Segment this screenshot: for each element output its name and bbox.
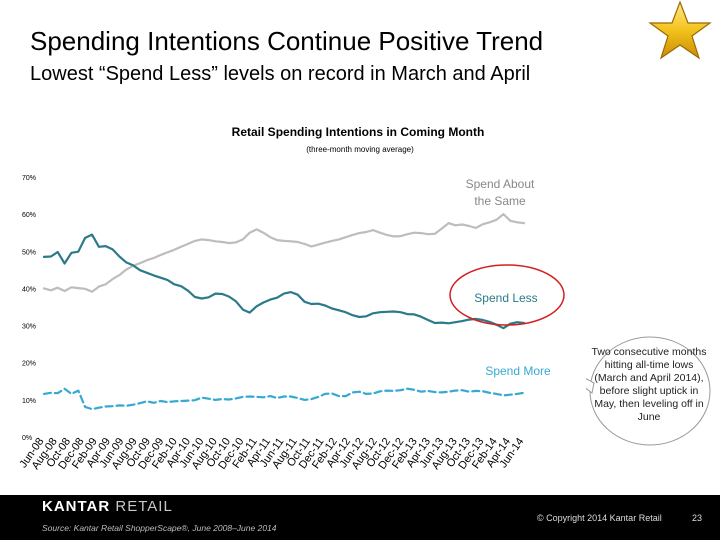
source-note: Source: Kantar Retail ShopperScape®, Jun…: [42, 523, 277, 533]
y-tick-label: 0%: [22, 435, 32, 442]
y-tick-label: 30%: [22, 324, 36, 331]
series-line-spend-more: [42, 387, 526, 411]
page-title: Spending Intentions Continue Positive Tr…: [30, 26, 544, 56]
chart-area: Retail Spending Intentions in Coming Mon…: [17, 125, 565, 472]
y-tick-label: 10%: [22, 398, 36, 405]
copyright: © Copyright 2014 Kantar Retail: [537, 513, 662, 523]
y-tick-label: 20%: [22, 361, 36, 368]
brand-main: KANTAR: [42, 498, 116, 515]
x-axis: Jun-08Aug-08Oct-08Dec-08Feb-09Apr-09Jun-…: [17, 436, 526, 472]
spend-less-highlight-circle: [449, 264, 565, 326]
chart-title: Retail Spending Intentions in Coming Mon…: [232, 125, 485, 139]
series-line-spend-about-the-same: [42, 213, 526, 293]
label-spend-less: Spend Less: [474, 291, 537, 305]
callout-text: Two consecutive months hitting all-time …: [591, 346, 707, 423]
series-layer: [42, 213, 526, 411]
gold-star-icon: [648, 0, 712, 60]
y-axis: 0% 10% 20% 30% 40% 50% 60% 70%: [22, 175, 36, 442]
label-spend-same-line1: Spend About: [466, 177, 535, 191]
series-line-spend-less: [42, 233, 526, 330]
callout-bubble: [586, 336, 711, 446]
y-tick-label: 50%: [22, 249, 36, 256]
brand-logo: KANTAR RETAIL: [42, 498, 173, 515]
footer-bar: KANTAR RETAIL Source: Kantar Retail Shop…: [0, 495, 720, 540]
label-spend-same-line2: the Same: [474, 194, 526, 208]
brand-sub: RETAIL: [115, 498, 173, 515]
page-subtitle: Lowest “Spend Less” levels on record in …: [30, 63, 531, 85]
y-tick-label: 40%: [22, 286, 36, 293]
label-spend-more: Spend More: [485, 364, 551, 378]
y-tick-label: 60%: [22, 212, 36, 219]
y-tick-label: 70%: [22, 175, 36, 182]
page-number: 23: [692, 513, 703, 523]
chart-subtitle: (three-month moving average): [306, 145, 414, 154]
